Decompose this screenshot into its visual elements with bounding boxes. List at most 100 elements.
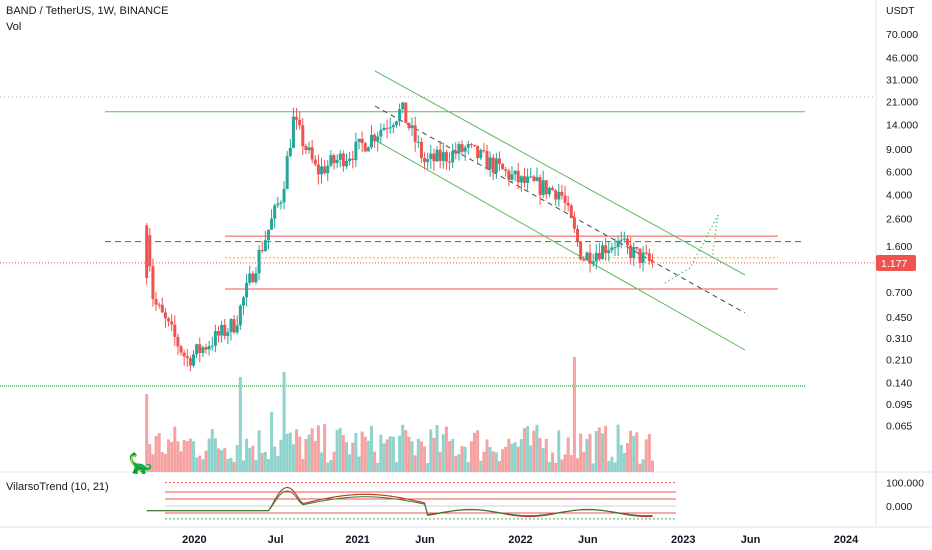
candle-body [416,141,420,143]
candle-body [519,176,523,183]
candle-body [335,159,339,164]
candle-body [226,332,230,337]
candle-body [391,125,395,128]
volume-bar [613,462,617,472]
candle-body [532,176,536,181]
candle-body [345,161,349,167]
candle-body [348,158,352,162]
candle-body [282,188,286,203]
price-tick-label: 9.000 [886,144,912,156]
volume-bar [273,446,277,472]
candle-body [291,116,295,148]
volume-bar [195,457,199,472]
volume-bar [601,433,605,472]
candle-body [419,141,423,158]
price-tick-label: 4.000 [886,189,912,201]
candle-body [316,164,320,175]
volume-bar [320,452,324,472]
candle-body [538,177,542,196]
candle-body [544,180,548,195]
volume-bar [163,453,167,472]
candle-body [569,205,573,218]
candle-body [454,150,458,154]
candle-body [248,273,252,283]
candle-body [557,191,561,200]
candle-body [650,261,654,263]
candle-body [204,347,208,350]
volume-bar [385,439,389,472]
candle-body [251,273,255,283]
volume-bar [507,438,511,472]
candle-body [373,134,377,142]
price-tick-label: 0.450 [886,312,912,324]
price-tick-label: 1.600 [886,241,912,253]
price-tick-label: 14.000 [886,119,918,131]
volume-bar [519,439,523,472]
volume-bar [516,446,520,472]
price-tick-label: 70.000 [886,29,918,41]
volume-bar [213,438,217,472]
volume-bar [404,430,408,472]
candle-body [276,203,280,206]
candle-body [307,147,311,151]
volume-bar [510,443,514,472]
volume-bar [644,439,648,472]
candle-body [410,125,414,129]
candle-body [504,169,508,171]
volume-bar [251,445,255,472]
candle-body [566,202,570,206]
volume-bar [579,433,583,472]
price-tick-label: 46.000 [886,53,918,65]
volume-bar [632,435,636,472]
volume-bar [323,424,327,472]
volume-bar [463,446,467,472]
volume-bar [257,430,261,472]
candle-body [285,156,289,189]
volume-bar [157,433,161,472]
candle-body [257,249,261,274]
channel-upper [374,70,746,276]
volume-bar [313,440,317,472]
candle-body [310,147,314,160]
candle-body [432,153,436,162]
volume-bar [444,426,448,472]
volume-bar [154,435,158,472]
candle-body [263,240,267,251]
indicator-pane [146,482,676,520]
volume-bar [192,441,196,472]
volume-bar [491,451,495,472]
volume-bar [647,434,651,472]
volume-bar [341,435,345,472]
volume-bar [566,437,570,472]
volume-bar [551,452,555,472]
candle-body [363,143,367,152]
symbol-title[interactable]: BAND / TetherUS, 1W, BINANCE [6,5,169,17]
candle-body [385,127,389,129]
volume-bar [538,438,542,472]
candle-body [338,153,342,160]
volume-bar [522,428,526,472]
volume-bar [394,462,398,472]
price-tick-label: 21.000 [886,97,918,109]
volume-bar [291,444,295,472]
candle-body [535,177,539,181]
volume-bar [351,442,355,472]
indicator-label[interactable]: VilarsoTrend (10, 21) [6,481,109,493]
candle-body [473,144,477,146]
candle-body [522,176,526,183]
volume-bar [310,428,314,472]
candle-body [369,134,373,148]
volume-bar [216,448,220,472]
volume-bar [426,463,430,472]
candle-body [469,144,473,146]
currency-label: USDT [886,5,915,17]
candle-body [235,325,239,333]
time-tick-label: 2020 [182,534,206,546]
candle-body [507,170,511,180]
candle-body [476,145,480,159]
candle-body [635,247,639,249]
candle-body [388,127,392,129]
volume-bar [288,432,292,472]
candle-body [295,116,299,120]
